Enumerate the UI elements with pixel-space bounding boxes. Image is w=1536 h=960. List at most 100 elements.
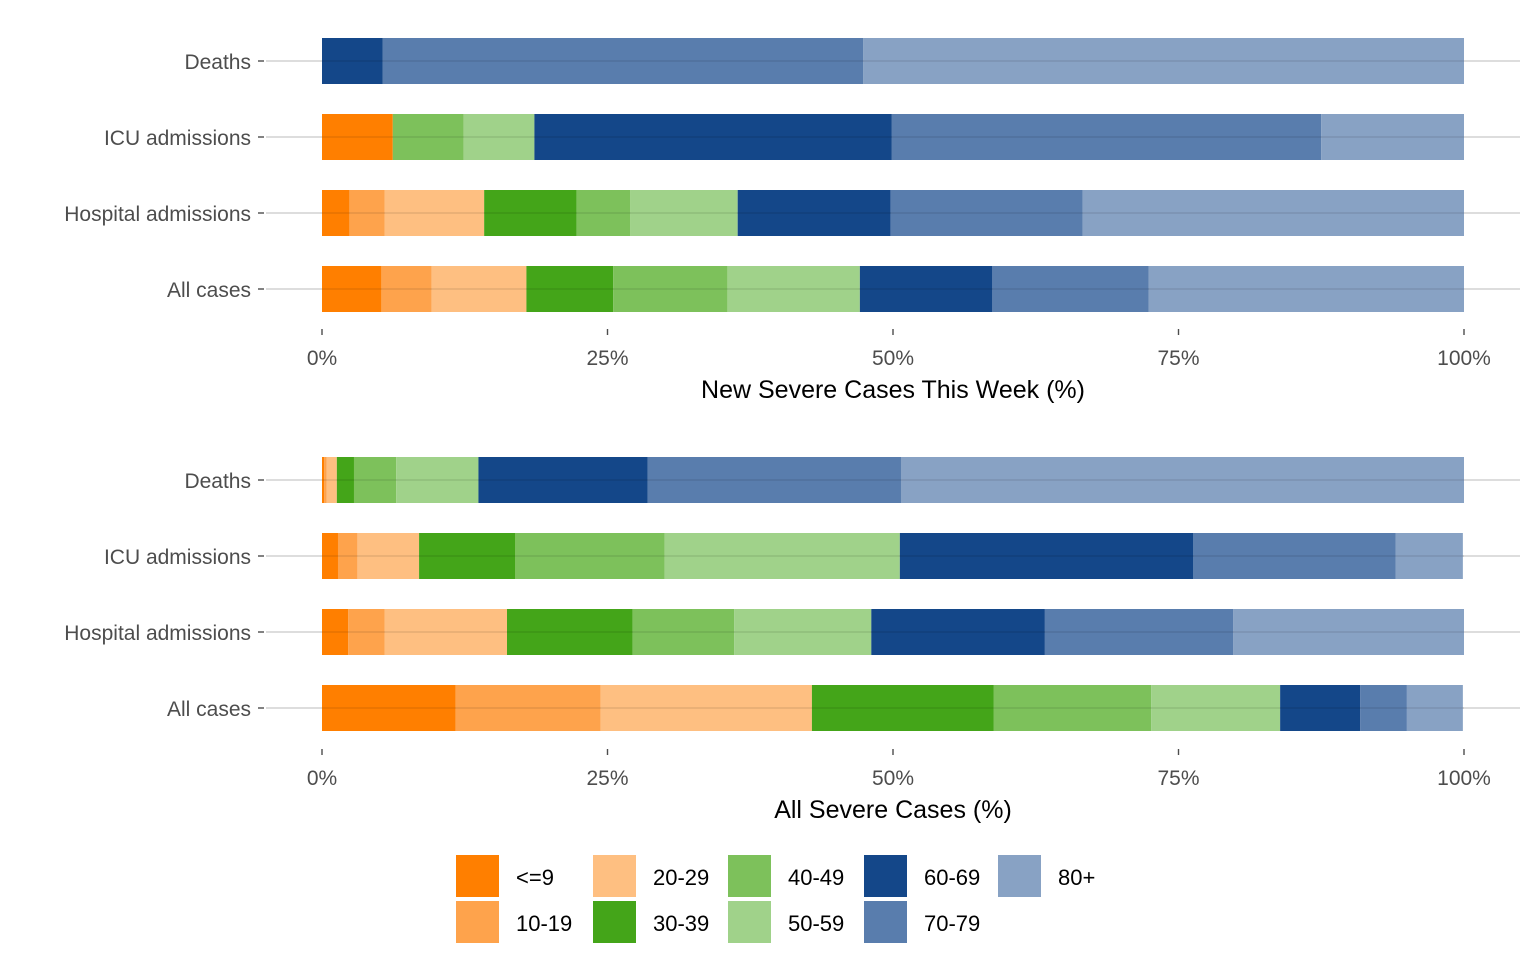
bar-segment-1019-icu-admissions: [337, 533, 358, 579]
legend-swatch: [593, 901, 636, 943]
legend-label: 70-79: [924, 911, 980, 936]
y-tick-label: All cases: [167, 698, 251, 721]
bar-segment-6069-icu-admissions: [534, 114, 892, 160]
bar-segment-4049-icu-admissions: [514, 533, 665, 579]
legend-label: 20-29: [653, 865, 709, 890]
bar-segment-80+-icu-admissions: [1395, 533, 1463, 579]
bar-segment-3039-all-cases: [811, 685, 994, 731]
bar-segment-5059-deaths: [396, 457, 479, 503]
bar-segment-6069-hospital-admissions: [737, 190, 891, 236]
x-tick-label: 0%: [307, 767, 337, 790]
legend-label: 40-49: [788, 865, 844, 890]
bar-segment-6069-hospital-admissions: [871, 609, 1045, 655]
x-tick-label: 0%: [307, 347, 337, 370]
bar-segment-80+-all-cases: [1148, 266, 1464, 312]
bar-segment-2029-all-cases: [431, 266, 527, 312]
bar-segment-7079-icu-admissions: [1193, 533, 1396, 579]
y-tick-label: ICU admissions: [104, 127, 251, 150]
legend-swatch: [728, 901, 771, 943]
legend-swatch: [864, 855, 907, 897]
panel-all-severe-cases: Deaths ICU admissions Hospital admissions A…: [64, 457, 1520, 824]
legend-swatch: [456, 901, 499, 943]
bar-segment-5059-icu-admissions: [664, 533, 900, 579]
y-tick-label: Hospital admissions: [64, 622, 251, 645]
y-tick-label: Hospital admissions: [64, 203, 251, 226]
x-axis-title: New Severe Cases This Week (%): [701, 376, 1085, 404]
bar-segment-3039-all-cases: [526, 266, 614, 312]
bar-segment-80+-hospital-admissions: [1082, 190, 1464, 236]
bar-segment-80+-icu-admissions: [1321, 114, 1464, 160]
legend-label: 80+: [1058, 865, 1095, 890]
legend-swatch: [456, 855, 499, 897]
bar-segment-7079-deaths: [647, 457, 901, 503]
y-tick-label: Deaths: [184, 51, 251, 74]
legend-label: 60-69: [924, 865, 980, 890]
bar-segment-9-deaths: [322, 457, 325, 503]
bar-segment-5059-all-cases: [1151, 685, 1281, 731]
bar-segment-1019-hospital-admissions: [348, 609, 385, 655]
bar-segment-1019-all-cases: [381, 266, 432, 312]
bar-segment-1019-deaths: [324, 457, 327, 503]
bar-segment-4049-hospital-admissions: [632, 609, 735, 655]
y-tick-label: Deaths: [184, 470, 251, 493]
legend-label: <=9: [516, 865, 554, 890]
y-tick-label: ICU admissions: [104, 546, 251, 569]
bar-segment-3039-hospital-admissions: [507, 609, 633, 655]
bar-segment-4049-all-cases: [613, 266, 728, 312]
bar-segment-7079-hospital-admissions: [1044, 609, 1234, 655]
x-tick-label: 100%: [1437, 347, 1491, 370]
legend-label: 50-59: [788, 911, 844, 936]
bar-segment-4049-all-cases: [993, 685, 1152, 731]
bar-segment-9-all-cases: [322, 266, 382, 312]
bar-segment-2029-icu-admissions: [357, 533, 420, 579]
bar-segment-4049-hospital-admissions: [576, 190, 631, 236]
bar-segment-7079-all-cases: [992, 266, 1149, 312]
bar-segment-1019-all-cases: [455, 685, 601, 731]
bar-segment-80+-all-cases: [1406, 685, 1463, 731]
x-tick-label: 75%: [1157, 767, 1199, 790]
bar-segment-6069-deaths: [478, 457, 648, 503]
x-tick-label: 25%: [586, 767, 628, 790]
bar-segment-6069-all-cases: [859, 266, 993, 312]
bar-segment-4049-deaths: [353, 457, 397, 503]
bar-segment-9-icu-admissions: [322, 533, 338, 579]
bar-segment-5059-all-cases: [727, 266, 860, 312]
x-tick-label: 50%: [872, 767, 914, 790]
bar-segment-7079-deaths: [382, 38, 864, 84]
bar-segment-2029-deaths: [326, 457, 337, 503]
bar-segment-7079-icu-admissions: [891, 114, 1322, 160]
bar-segment-6069-all-cases: [1280, 685, 1361, 731]
bar-segment-4049-icu-admissions: [392, 114, 464, 160]
legend-swatch: [998, 855, 1041, 897]
bar-segment-6069-deaths: [322, 38, 383, 84]
x-tick-label: 75%: [1157, 347, 1199, 370]
x-tick-label: 50%: [872, 347, 914, 370]
legend-swatch: [864, 901, 907, 943]
bar-segment-9-all-cases: [322, 685, 456, 731]
bar-segment-3039-deaths: [336, 457, 354, 503]
bar-segment-9-icu-admissions: [322, 114, 393, 160]
legend-swatch: [728, 855, 771, 897]
bar-segment-9-hospital-admissions: [322, 609, 349, 655]
legend-swatch: [593, 855, 636, 897]
bar-segment-80+-hospital-admissions: [1233, 609, 1464, 655]
bar-segment-80+-deaths: [863, 38, 1464, 84]
bar-segment-3039-hospital-admissions: [484, 190, 577, 236]
bar-segment-6069-icu-admissions: [899, 533, 1194, 579]
panel-new-severe-cases: Deaths ICU admissions Hospital admissions A…: [64, 38, 1520, 404]
x-axis-title: All Severe Cases (%): [774, 796, 1012, 824]
bar-segment-5059-hospital-admissions: [734, 609, 872, 655]
bar-segment-7079-hospital-admissions: [890, 190, 1083, 236]
legend-label: 10-19: [516, 911, 572, 936]
bar-segment-2029-hospital-admissions: [384, 609, 508, 655]
bar-segment-9-hospital-admissions: [322, 190, 350, 236]
bar-segment-2029-all-cases: [600, 685, 812, 731]
bar-segment-5059-icu-admissions: [463, 114, 535, 160]
bar-segment-5059-hospital-admissions: [630, 190, 738, 236]
bar-segment-3039-icu-admissions: [419, 533, 515, 579]
legend: <=9 10-19 20-29 30-39 40-49 50-59 60-69 70-79 80…: [456, 855, 1095, 943]
bar-segment-80+-deaths: [900, 457, 1464, 503]
x-tick-label: 25%: [586, 347, 628, 370]
bar-segment-2029-hospital-admissions: [384, 190, 485, 236]
